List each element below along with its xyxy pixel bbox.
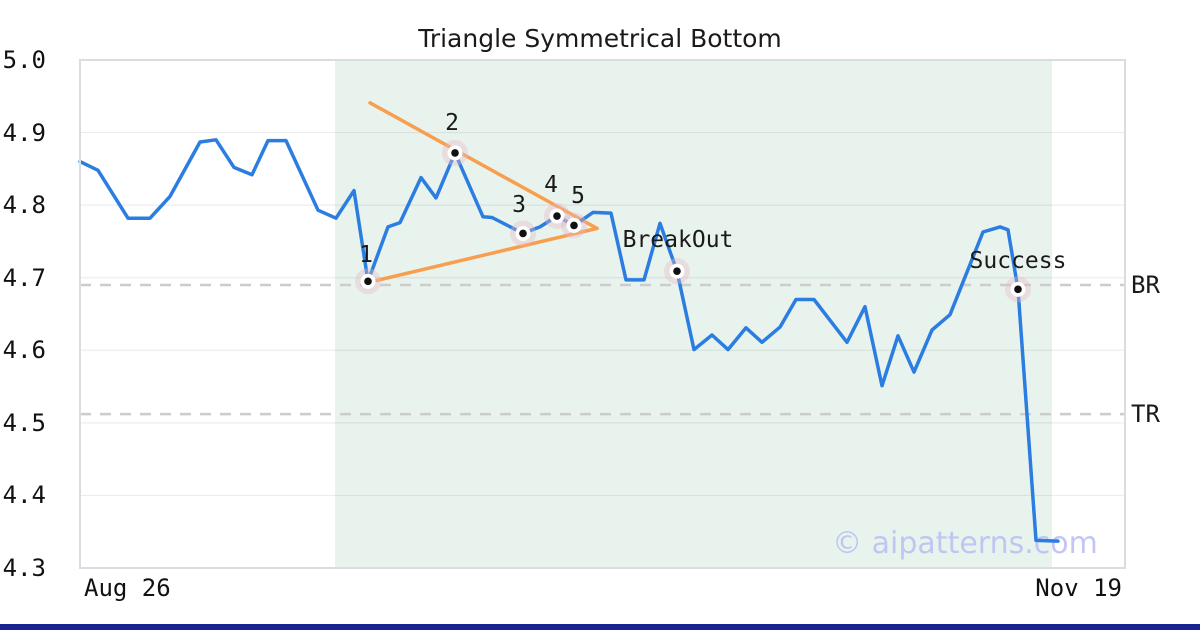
watermark: © aipatterns.com <box>832 526 1098 561</box>
pattern-point-label-4: 4 <box>544 172 558 198</box>
chart-title: Triangle Symmetrical Bottom <box>418 24 782 53</box>
y-tick-label: 5.0 <box>2 46 46 74</box>
trendline-upper <box>368 101 599 231</box>
pattern-point-label-3: 3 <box>512 192 526 218</box>
y-tick-label: 4.9 <box>2 118 46 147</box>
marker-dot <box>1014 285 1022 294</box>
x-axis-end-label: Nov 19 <box>1035 574 1122 602</box>
level-label-br: BR <box>1131 271 1160 299</box>
y-tick-label: 4.8 <box>2 191 46 220</box>
pattern-point-label-5: 5 <box>571 183 585 209</box>
y-tick-label: 4.5 <box>2 408 46 437</box>
marker-dot <box>451 149 459 157</box>
price-line <box>78 138 1060 543</box>
marker-dot <box>519 229 527 238</box>
y-tick-label: 4.7 <box>2 263 46 292</box>
marker-dot <box>673 267 681 275</box>
y-tick-label: 4.4 <box>2 481 46 510</box>
level-label-tr: TR <box>1131 400 1160 428</box>
marker-dot <box>553 212 561 220</box>
pattern-shaded-region <box>335 60 1052 568</box>
pattern-point-label-1: 1 <box>359 242 373 268</box>
marker-dot <box>364 277 372 286</box>
x-axis-start-label: Aug 26 <box>84 574 171 602</box>
pattern-point-label-2: 2 <box>445 110 459 136</box>
y-tick-label: 4.3 <box>2 554 46 582</box>
y-tick-label: 4.6 <box>2 336 46 365</box>
pattern-point-label-breakout: BreakOut <box>623 227 734 253</box>
trendline-lower <box>368 226 599 284</box>
plot-border <box>79 59 1126 569</box>
bottom-bar <box>0 624 1200 630</box>
pattern-point-label-success: Success <box>970 248 1067 274</box>
marker-dot <box>570 221 578 230</box>
